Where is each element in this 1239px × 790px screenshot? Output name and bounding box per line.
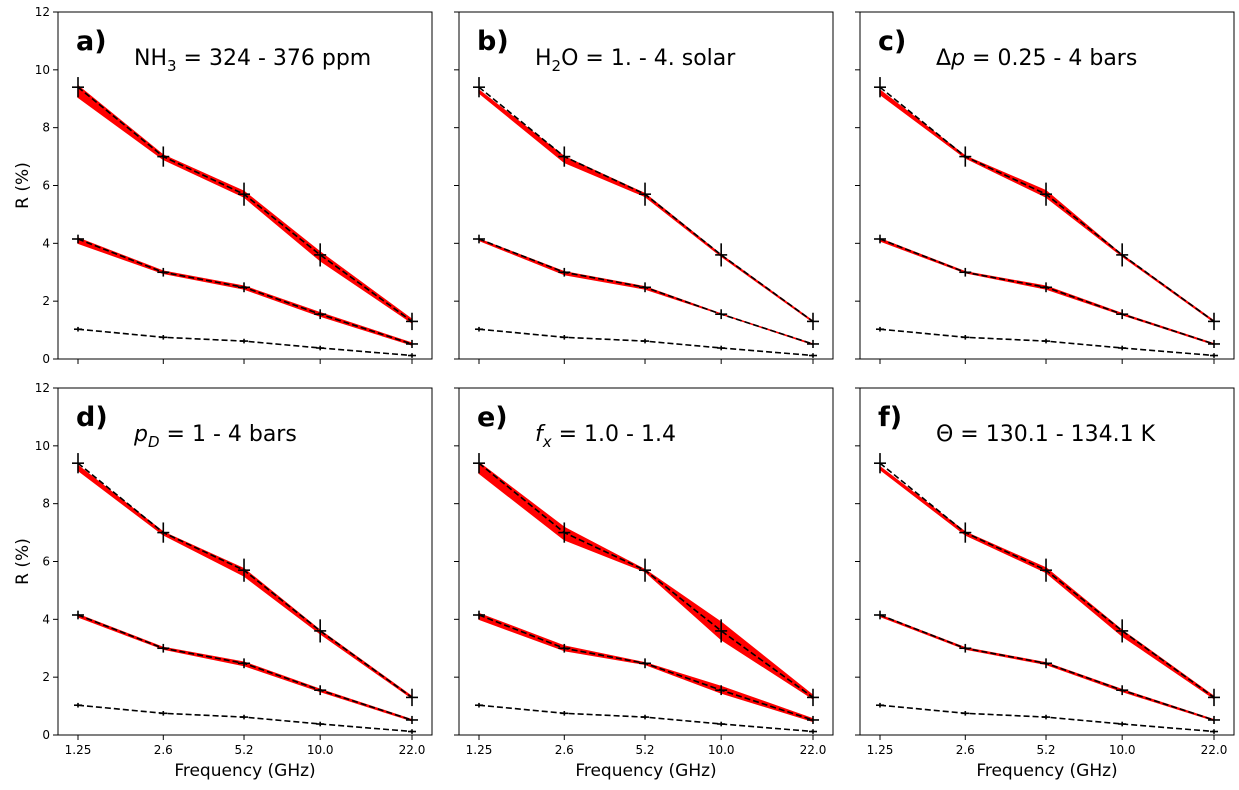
model-band-2 [77, 237, 413, 346]
panel-letter: a) [76, 26, 107, 57]
x-tick-label: 10.0 [708, 743, 735, 757]
y-tick-label: 10 [35, 439, 50, 453]
x-tick-label: 1.25 [466, 743, 493, 757]
observed-line-3 [879, 704, 1215, 733]
x-axis-label: Frequency (GHz) [976, 761, 1117, 781]
observed-line-3 [879, 328, 1215, 357]
panel-title: pD = 1 - 4 bars [133, 422, 297, 451]
model-band-2 [478, 238, 814, 346]
x-tick-label: 22.0 [800, 743, 827, 757]
panel-c: c) Δp = 0.25 - 4 bars [855, 11, 1235, 364]
x-tick-label: 22.0 [1201, 743, 1228, 757]
y-tick-label: 0 [42, 728, 50, 742]
panel-letter: d) [76, 402, 108, 433]
x-tick-label: 2.6 [555, 743, 574, 757]
panel-letter: b) [477, 26, 509, 57]
panel-a: 0 2 4 6 8 10 12 a) NH3 = 324 - 376 ppm [35, 5, 433, 366]
model-band-2 [77, 613, 413, 722]
y-tick-label: 0 [42, 352, 50, 366]
observed-line-2 [879, 238, 1215, 345]
x-axis-label: Frequency (GHz) [174, 761, 315, 781]
y-tick-label: 4 [42, 612, 50, 626]
y-tick-label: 10 [35, 63, 50, 77]
y-tick-label: 12 [35, 381, 50, 395]
observed-line-3 [77, 328, 413, 357]
panel-letter: e) [477, 402, 508, 433]
panel-title: fx = 1.0 - 1.4 [535, 422, 676, 451]
observed-line-3 [478, 328, 814, 357]
x-tick-label: 10.0 [307, 743, 334, 757]
panel-letter: f) [878, 402, 902, 433]
panel-title: Δp = 0.25 - 4 bars [936, 46, 1137, 71]
panel-title: NH3 = 324 - 376 ppm [134, 46, 371, 75]
observed-line-2 [77, 238, 413, 345]
x-tick-label: 1.25 [867, 743, 894, 757]
panel-d: 0 2 4 6 8 10 12 1.25 2.6 5.2 10.0 22.0 d) pD = 1 - 4 … [35, 381, 433, 757]
observed-line-3 [77, 704, 413, 733]
x-axis-label: Frequency (GHz) [575, 761, 716, 781]
panel-b: b) H2O = 1. - 4. solar [454, 11, 834, 364]
observed-line-2 [478, 614, 814, 721]
y-tick-label: 6 [42, 179, 50, 193]
y-tick-label: 2 [42, 294, 50, 308]
x-tick-label: 22.0 [399, 743, 426, 757]
x-tick-label: 5.2 [1036, 743, 1055, 757]
y-tick-label: 2 [42, 670, 50, 684]
x-tick-label: 2.6 [956, 743, 975, 757]
y-tick-label: 8 [42, 497, 50, 511]
x-tick-label: 10.0 [1109, 743, 1136, 757]
panel-e: 1.25 2.6 5.2 10.0 22.0 e) fx = 1.0 - 1.4 [454, 387, 834, 757]
panel-title: H2O = 1. - 4. solar [535, 46, 736, 75]
y-tick-label: 6 [42, 555, 50, 569]
observed-line-2 [478, 238, 814, 345]
x-tick-label: 1.25 [65, 743, 92, 757]
model-band-2 [879, 238, 1215, 346]
y-tick-label: 12 [35, 5, 50, 19]
model-band-2 [879, 614, 1215, 722]
panel-f: 1.25 2.6 5.2 10.0 22.0 f) Θ = 130.1 - 134.1 K [855, 387, 1235, 757]
model-band-2 [478, 612, 814, 722]
x-tick-label: 5.2 [234, 743, 253, 757]
y-tick-label: 4 [42, 236, 50, 250]
x-tick-label: 5.2 [635, 743, 654, 757]
y-tick-label: 8 [42, 121, 50, 135]
x-tick-label: 2.6 [154, 743, 173, 757]
y-axis-label: R (%) [13, 538, 33, 585]
observed-line-2 [77, 614, 413, 721]
panel-title: Θ = 130.1 - 134.1 K [936, 422, 1156, 447]
observed-line-2 [879, 614, 1215, 721]
panel-letter: c) [878, 26, 906, 57]
observed-line-3 [478, 704, 814, 733]
y-axis-label: R (%) [13, 162, 33, 209]
